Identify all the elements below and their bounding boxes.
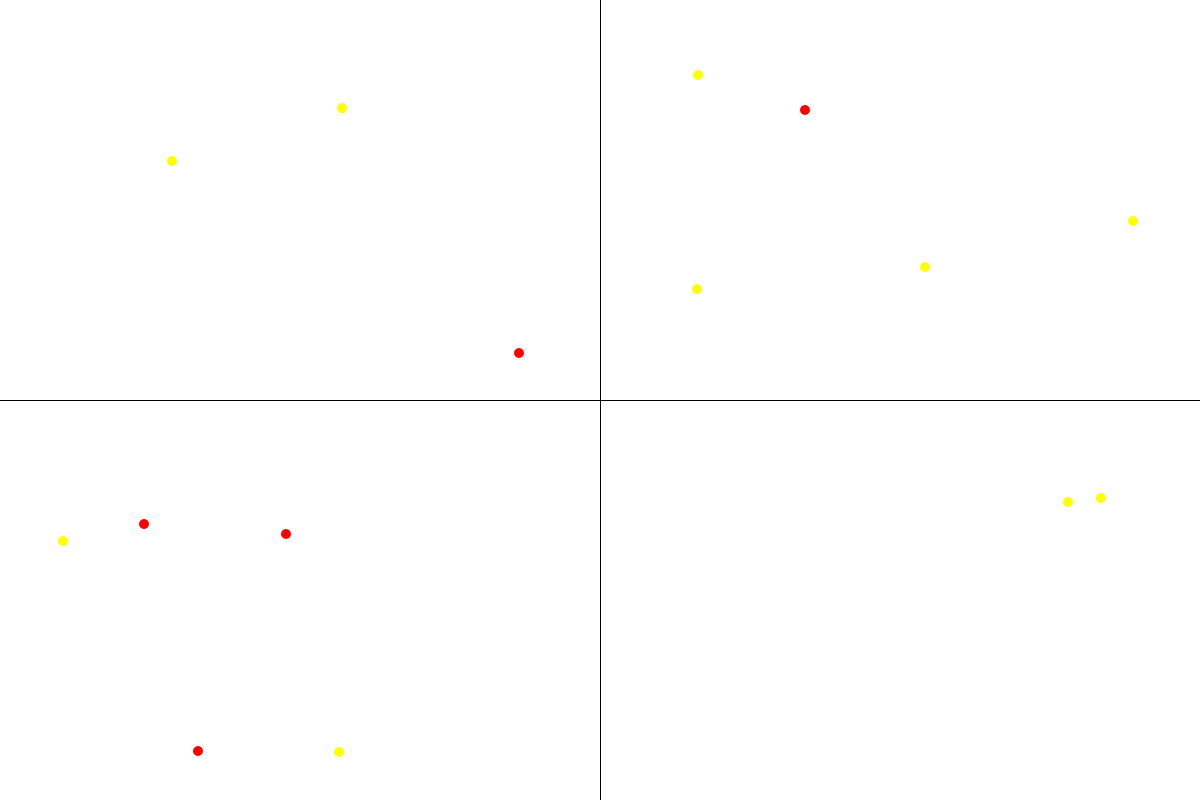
yellow-dot — [692, 284, 702, 294]
red-dot — [193, 746, 203, 756]
red-dot — [139, 519, 149, 529]
yellow-dot — [167, 156, 177, 166]
red-dot — [281, 529, 291, 539]
red-dot — [800, 105, 810, 115]
yellow-dot — [1128, 216, 1138, 226]
yellow-dot — [693, 70, 703, 80]
yellow-dot — [920, 262, 930, 272]
yellow-dot — [334, 747, 344, 757]
yellow-dot — [1063, 497, 1073, 507]
yellow-dot — [58, 536, 68, 546]
quadrant-top-left — [0, 0, 600, 400]
red-dot — [514, 348, 524, 358]
horizontal-divider — [0, 400, 1200, 401]
quadrant-bottom-left — [0, 400, 600, 800]
quadrant-top-right — [600, 0, 1200, 400]
yellow-dot — [1096, 493, 1106, 503]
yellow-dot — [337, 103, 347, 113]
quadrant-bottom-right — [600, 400, 1200, 800]
